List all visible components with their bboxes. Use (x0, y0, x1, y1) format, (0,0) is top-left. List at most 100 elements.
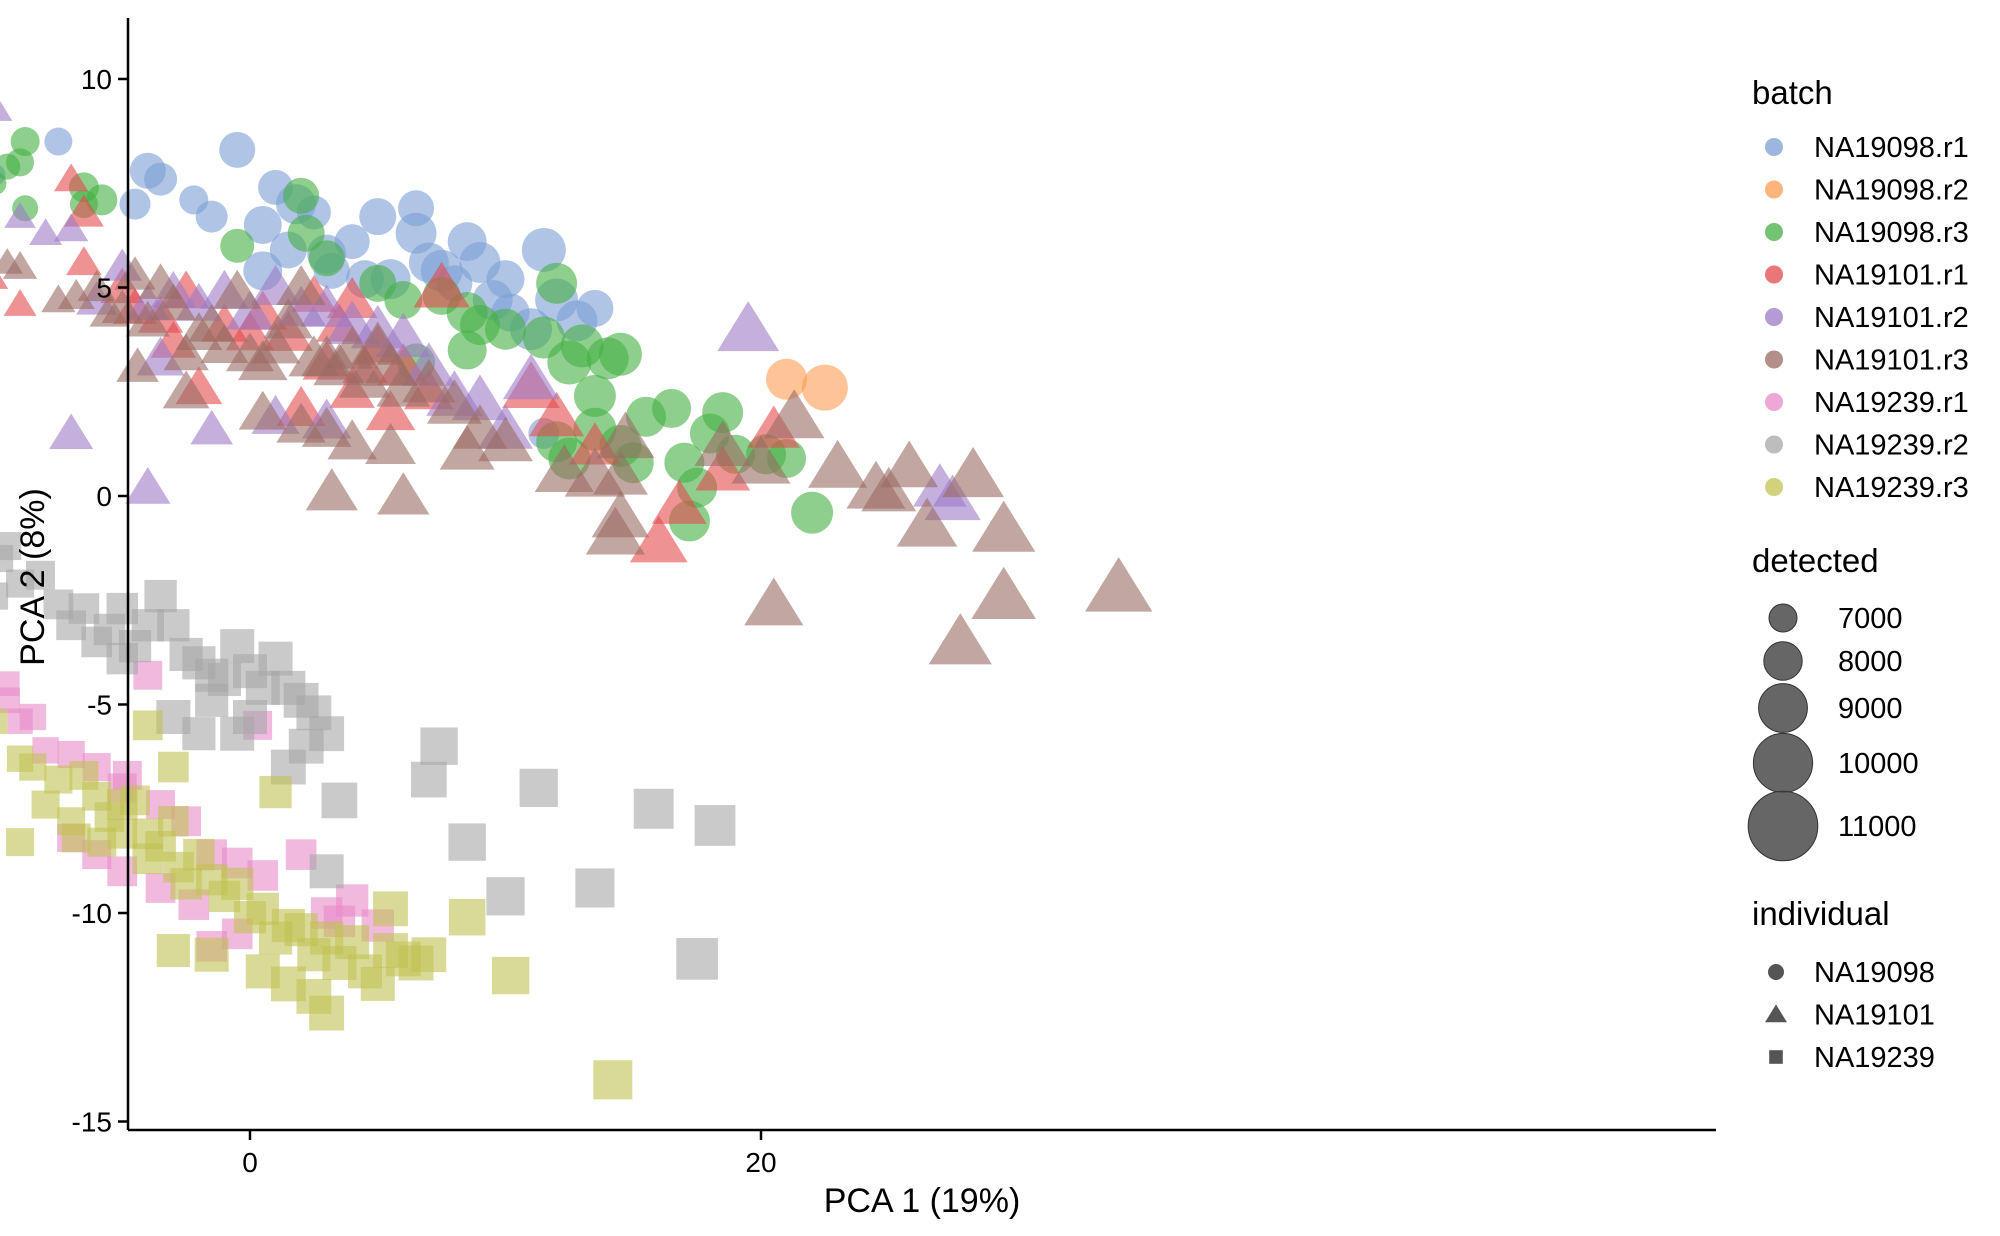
data-point (402, 359, 456, 403)
data-point (448, 823, 486, 861)
data-point (744, 577, 804, 626)
data-point (53, 163, 89, 192)
data-point (114, 256, 156, 290)
data-point (44, 765, 73, 794)
data-point (263, 298, 314, 339)
x-tick-label: 20 (745, 1147, 776, 1178)
batch-legend-items: NA19098.r1 NA19098.r2 NA19098.r3 NA19101.r1… (1765, 132, 1969, 504)
data-point (200, 324, 249, 363)
data-point (107, 818, 138, 849)
data-point (536, 262, 578, 304)
data-point (334, 224, 370, 260)
data-point (66, 246, 102, 276)
data-point (411, 937, 447, 973)
data-point (301, 406, 352, 447)
y-tick-label: -10 (72, 898, 112, 929)
data-point (276, 265, 326, 306)
data-point (585, 506, 645, 555)
individual-legend-label: NA19101 (1814, 1000, 1935, 1032)
data-point (233, 700, 267, 735)
batch-legend-label: NA19098.r3 (1814, 217, 1969, 249)
data-point (321, 782, 358, 819)
data-point (125, 467, 171, 504)
data-point (259, 775, 292, 809)
data-point (359, 198, 397, 236)
y-tick-label: -5 (87, 690, 112, 721)
legend-color-key (1765, 350, 1783, 369)
data-point (491, 956, 530, 995)
series-NA19101.r3 (0, 248, 1153, 665)
y-tick-label: 10 (81, 64, 112, 95)
batch-legend-label: NA19101.r1 (1814, 260, 1969, 292)
data-point (651, 479, 707, 524)
data-point (195, 683, 229, 717)
legend-color-key (1765, 180, 1783, 199)
data-point (308, 240, 345, 277)
legend-color-key (1765, 138, 1783, 156)
data-point (384, 281, 423, 320)
size-legend-label: 8000 (1838, 646, 1903, 678)
data-point (19, 753, 47, 781)
data-point (502, 353, 560, 400)
legend-color-key (1765, 265, 1783, 284)
data-point (377, 472, 430, 515)
data-point (26, 560, 55, 590)
batch-legend-label: NA19098.r1 (1814, 132, 1969, 164)
legend-color-key (1765, 393, 1783, 411)
data-point (694, 805, 736, 846)
data-point (365, 390, 416, 431)
shape-legend-items: NA19098 NA19101 NA19239 (1765, 957, 1935, 1074)
size-legend-items: 7000 8000 9000 10000 11000 (1747, 603, 1919, 862)
data-point (420, 727, 458, 765)
data-point (676, 938, 718, 980)
data-point (195, 200, 228, 233)
data-point (0, 275, 9, 289)
batch-legend-label: NA19239.r3 (1814, 472, 1969, 504)
data-point (157, 609, 190, 642)
individual-legend-label: NA19098 (1814, 957, 1935, 989)
legend-size-key (1752, 732, 1814, 794)
series-NA19098.r2 (766, 358, 848, 411)
data-point (158, 805, 189, 837)
data-point (107, 856, 138, 887)
data-point (243, 205, 282, 244)
legend-size-key (1768, 603, 1798, 633)
data-point (972, 500, 1036, 552)
batch-legend-title: batch (1752, 74, 1833, 111)
data-point (2, 251, 38, 279)
data-point (77, 270, 116, 302)
y-axis-title: PCA 2 (8%) (14, 488, 52, 666)
data-point (29, 218, 63, 245)
data-point (521, 227, 566, 272)
data-point (44, 127, 73, 156)
legend-size-key (1758, 683, 1808, 733)
data-point (132, 843, 164, 875)
legend-size-key (1747, 790, 1819, 862)
data-point (283, 177, 320, 214)
data-point (694, 420, 751, 466)
data-point (194, 937, 229, 972)
data-point (19, 703, 46, 731)
data-point (132, 710, 163, 741)
data-point (238, 390, 287, 430)
x-axis-title: PCA 1 (19%) (824, 1182, 1021, 1220)
batch-legend-label: NA19098.r2 (1814, 175, 1969, 207)
data-point (6, 828, 35, 857)
legend-size-key (1763, 641, 1803, 681)
data-point (896, 497, 958, 547)
legend-color-key (1765, 223, 1783, 241)
data-point (486, 877, 525, 916)
data-point (150, 283, 197, 321)
ticks-layer: -200201050-5-10-15 (72, 64, 777, 1178)
legend-shape-key (1765, 1004, 1787, 1023)
data-point (633, 788, 674, 829)
data-point (880, 440, 939, 488)
legend-color-key (1765, 308, 1783, 326)
data-point (220, 228, 255, 263)
data-point (144, 579, 177, 613)
data-point (338, 355, 392, 398)
data-point (31, 790, 60, 819)
data-point (156, 933, 190, 968)
y-tick-label: -15 (72, 1107, 112, 1138)
